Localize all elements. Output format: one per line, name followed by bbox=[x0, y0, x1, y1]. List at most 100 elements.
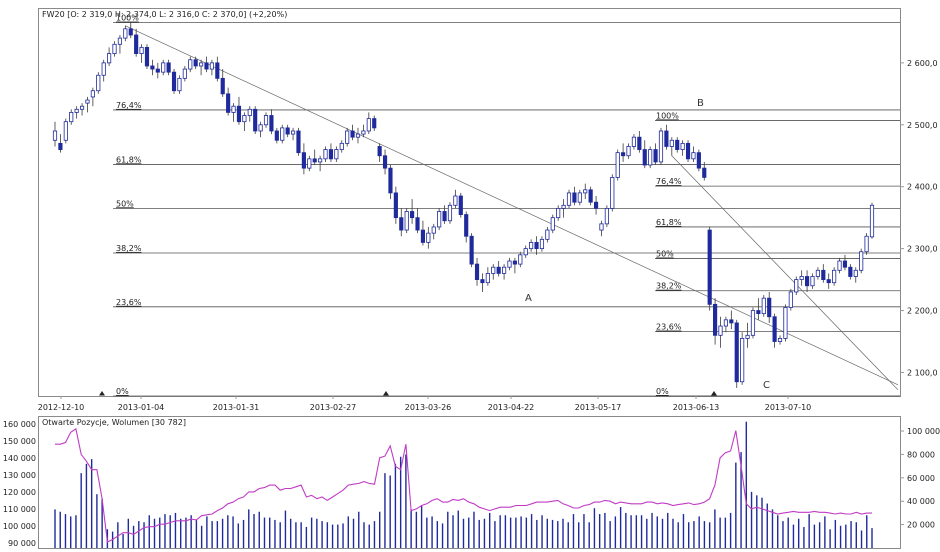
volume-bar bbox=[777, 515, 779, 548]
candle-body bbox=[85, 99, 90, 104]
volume-bar bbox=[478, 519, 480, 548]
fib-label-1: 38,2% bbox=[116, 244, 142, 253]
vol-tick-label: 100 000 bbox=[907, 427, 940, 436]
candle-body bbox=[177, 77, 182, 92]
volume-bar bbox=[117, 522, 119, 548]
volume-bars bbox=[54, 421, 873, 548]
candle-body bbox=[258, 124, 263, 132]
candle-body bbox=[242, 115, 247, 123]
volume-bar bbox=[447, 511, 449, 548]
candle-body bbox=[361, 130, 366, 135]
volume-bar bbox=[232, 516, 234, 548]
volume-bar bbox=[687, 522, 690, 548]
candle-body bbox=[675, 139, 680, 150]
candle-body bbox=[734, 322, 739, 383]
trend-line-main bbox=[125, 25, 899, 386]
volume-bar bbox=[310, 517, 313, 548]
volume-bar bbox=[452, 515, 454, 548]
candle-body bbox=[269, 115, 274, 132]
candle-body bbox=[691, 152, 696, 160]
candle-body bbox=[853, 269, 858, 277]
volume-bar bbox=[750, 491, 753, 548]
volume-bar bbox=[321, 521, 323, 548]
oi-tick-label: 160 000 bbox=[3, 420, 36, 429]
volume-bar bbox=[138, 521, 140, 548]
candle-body bbox=[155, 68, 160, 73]
candle-body bbox=[837, 260, 842, 271]
volume-bar bbox=[358, 511, 360, 548]
candle-body bbox=[756, 310, 761, 315]
volume-bar bbox=[462, 518, 465, 548]
oi-tick-label: 130 000 bbox=[3, 471, 36, 480]
candle-body bbox=[274, 130, 279, 141]
candle-body bbox=[848, 266, 853, 277]
volume-bar bbox=[279, 522, 281, 548]
candle-body bbox=[312, 158, 317, 163]
volume-bar bbox=[420, 505, 423, 548]
volume-bar bbox=[619, 507, 622, 548]
candle-body bbox=[182, 68, 187, 79]
candle-body bbox=[642, 149, 647, 166]
volume-bar bbox=[436, 521, 439, 548]
volume-bar bbox=[488, 512, 491, 548]
vol-tick-label: 60 000 bbox=[907, 474, 935, 483]
candle-body bbox=[128, 28, 133, 36]
candle-body bbox=[112, 43, 117, 54]
volume-bar bbox=[818, 522, 821, 548]
candle-body bbox=[864, 235, 869, 253]
fib-label-1: 100% bbox=[116, 14, 139, 23]
candle-body bbox=[810, 276, 815, 287]
volume-bar bbox=[394, 463, 397, 548]
candle-body bbox=[761, 297, 766, 315]
candle-body bbox=[101, 62, 106, 76]
candle-body bbox=[529, 242, 534, 250]
volume-bar bbox=[530, 514, 533, 548]
candle-body bbox=[296, 130, 301, 154]
candle-body bbox=[799, 276, 804, 280]
volume-bar bbox=[635, 515, 638, 548]
candle-body bbox=[566, 192, 572, 206]
x-tick-label: 2013-04-22 bbox=[488, 403, 535, 412]
fib-label-2: 76,4% bbox=[656, 177, 682, 186]
candle-body bbox=[572, 192, 577, 203]
volume-bar bbox=[96, 494, 98, 548]
fib-label-2: 38,2% bbox=[656, 282, 682, 291]
candle-body bbox=[415, 217, 420, 231]
volume-bar bbox=[399, 456, 402, 548]
volume-bar bbox=[206, 516, 208, 548]
volume-bar bbox=[258, 511, 260, 548]
candle-body bbox=[220, 77, 225, 95]
x-tick-label: 2013-02-27 bbox=[310, 403, 357, 412]
candle-body bbox=[685, 142, 691, 160]
volume-bar bbox=[567, 522, 569, 548]
volume-bar bbox=[536, 519, 538, 548]
volume-bar bbox=[316, 518, 318, 548]
volume-bar bbox=[756, 495, 758, 548]
volume-bar bbox=[520, 516, 522, 548]
candle-body bbox=[485, 272, 490, 284]
volume-bar bbox=[284, 510, 287, 548]
candle-body bbox=[318, 158, 323, 163]
volume-bar bbox=[431, 516, 433, 548]
volume-bar bbox=[426, 517, 428, 548]
candle-body bbox=[323, 149, 328, 160]
y-tick-label: 2 400,0 bbox=[907, 183, 938, 192]
candle-body bbox=[767, 297, 772, 318]
volume-bar bbox=[70, 516, 72, 548]
candle-body bbox=[372, 118, 377, 129]
candle-body bbox=[788, 291, 793, 308]
volume-bar bbox=[337, 524, 339, 548]
volume-bar bbox=[468, 517, 470, 548]
fib-label-2: 0% bbox=[656, 387, 669, 396]
volume-bar bbox=[326, 522, 329, 548]
volume-bar bbox=[839, 525, 842, 548]
candle-body bbox=[648, 149, 653, 166]
candle-body bbox=[166, 62, 171, 73]
candle-body bbox=[539, 238, 545, 250]
candle-body bbox=[577, 192, 582, 203]
volume-bar bbox=[148, 515, 150, 548]
oi-tick-label: 150 000 bbox=[3, 437, 36, 446]
oi-tick-label: 110 000 bbox=[3, 505, 36, 514]
candle-body bbox=[713, 303, 718, 336]
